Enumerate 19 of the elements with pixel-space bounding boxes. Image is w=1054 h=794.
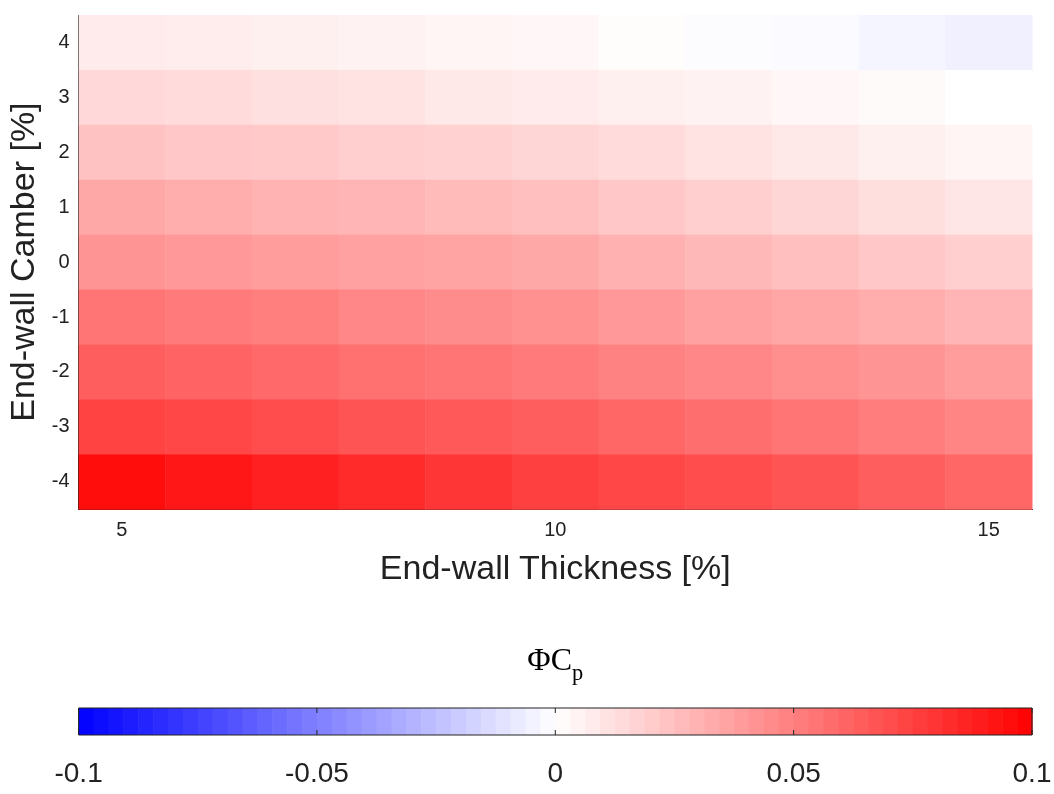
x-axis-title: End-wall Thickness [%] bbox=[379, 547, 731, 586]
color-bar-label: -0.1 bbox=[54, 756, 103, 788]
y-tick-label: 4 bbox=[58, 29, 70, 52]
x-tick-label: 15 bbox=[977, 517, 1000, 540]
y-tick-label: 1 bbox=[58, 194, 70, 217]
y-tick-label: -2 bbox=[51, 359, 70, 382]
y-tick-label: -4 bbox=[51, 469, 70, 492]
color-bar-label: 0.05 bbox=[766, 756, 821, 788]
y-tick-label: -3 bbox=[51, 414, 70, 437]
y-tick-label: 0 bbox=[58, 249, 70, 272]
y-axis-title: End-wall Camber [%] bbox=[2, 102, 41, 422]
y-tick-label: 3 bbox=[58, 84, 70, 107]
x-tick-label: 5 bbox=[116, 517, 128, 540]
color-bar-label: 0 bbox=[547, 756, 564, 788]
y-tick-label: 2 bbox=[58, 139, 70, 162]
color-bar-label: 0.1 bbox=[1012, 756, 1052, 788]
x-tick-label: 10 bbox=[544, 517, 567, 540]
y-tick-label: -1 bbox=[51, 304, 70, 327]
color-bar-label: -0.05 bbox=[285, 756, 349, 788]
